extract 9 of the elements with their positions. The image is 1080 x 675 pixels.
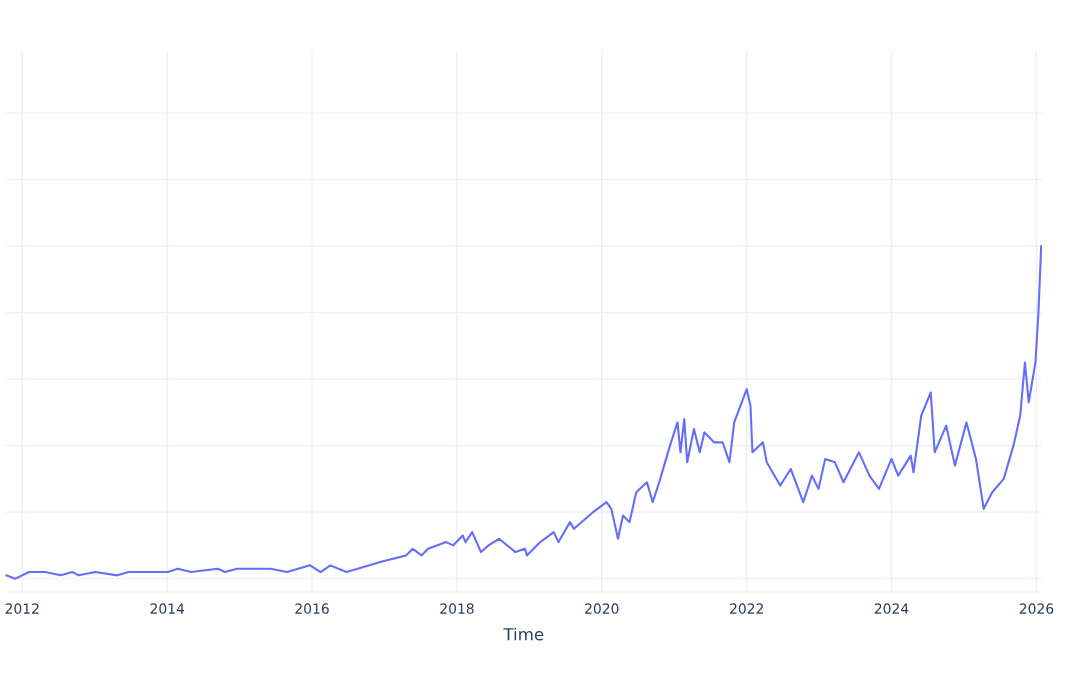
x-tick-label: 2018 — [440, 603, 474, 614]
x-tick-label: 2026 — [1019, 603, 1054, 614]
x-tick-label: 2022 — [730, 603, 763, 614]
x-tick-label: 2016 — [295, 603, 329, 614]
x-tick-label: 2020 — [585, 603, 619, 614]
x-tick-label: 2012 — [5, 603, 39, 614]
x-axis-title: Time — [503, 627, 544, 641]
x-tick-label: 2014 — [150, 603, 185, 614]
x-tick-label: 2024 — [874, 603, 909, 614]
